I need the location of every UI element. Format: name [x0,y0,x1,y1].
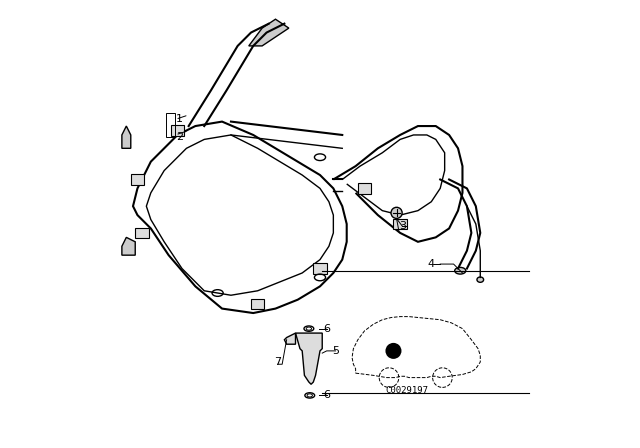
Bar [135,228,148,238]
Bar [166,113,175,137]
Text: 4: 4 [428,259,435,269]
Text: C0029197: C0029197 [385,387,428,396]
Polygon shape [249,19,289,46]
Polygon shape [284,333,296,344]
Text: 6: 6 [323,390,330,401]
Text: 6: 6 [323,323,330,334]
Text: 3: 3 [399,221,406,231]
Polygon shape [296,333,322,384]
Bar [394,219,407,229]
Text: 7: 7 [274,357,281,367]
Polygon shape [122,237,135,255]
Bar [314,263,326,274]
Ellipse shape [454,267,466,274]
Circle shape [385,343,401,359]
Bar [171,125,184,136]
Bar [131,174,144,185]
Bar [251,299,264,310]
Text: 1: 1 [176,114,183,125]
Text: 5: 5 [332,346,339,356]
Ellipse shape [391,207,402,219]
Polygon shape [122,126,131,148]
Bar [358,183,371,194]
Ellipse shape [477,277,484,282]
Text: 2: 2 [176,132,183,142]
